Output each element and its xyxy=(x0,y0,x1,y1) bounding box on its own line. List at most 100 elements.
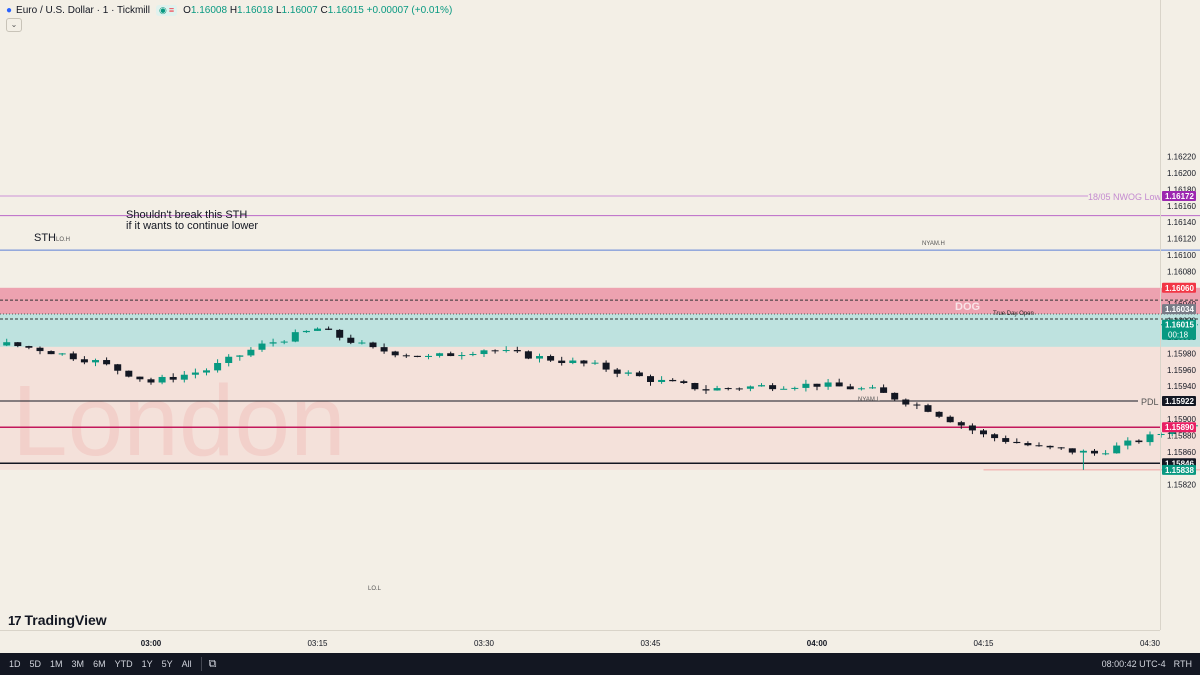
candle-body xyxy=(902,399,910,405)
candle-body xyxy=(369,342,377,348)
ohlc-values: O1.16008 H1.16018 L1.16007 C1.16015 +0.0… xyxy=(183,5,452,16)
equals-icon[interactable]: ≡ xyxy=(168,5,175,15)
eye-icon[interactable]: ◉ xyxy=(158,4,167,15)
candle-body xyxy=(1068,448,1076,453)
range-ytd-button[interactable]: YTD xyxy=(114,659,133,669)
candle-body xyxy=(3,342,11,346)
candle-body xyxy=(25,346,33,348)
candle-body xyxy=(280,341,288,343)
candle-body xyxy=(746,386,754,389)
bottom-toolbar: 1D 5D 1M 3M 6M YTD 1Y 5Y All ⧉ 08:00:42 … xyxy=(0,653,1200,675)
chevron-down-icon[interactable]: ⌄ xyxy=(6,18,22,32)
candle-body xyxy=(258,343,266,350)
candle-body xyxy=(1091,450,1098,454)
candle-body xyxy=(547,356,555,361)
candle-body xyxy=(447,353,455,357)
sth-note-line-1: Shouldn't break this STH xyxy=(126,209,247,221)
lo-low-label: LO.L xyxy=(368,586,382,592)
price-tag[interactable] xyxy=(1162,395,1196,406)
price-tag[interactable] xyxy=(1162,422,1196,433)
low-value: 1.16007 xyxy=(281,4,318,16)
candle-body xyxy=(14,342,22,347)
session-toggle[interactable]: RTH xyxy=(1173,659,1192,669)
price-axis-tick: 1.16180 xyxy=(1167,185,1196,194)
close-value: 1.16015 xyxy=(327,4,364,16)
sth-note-line-2: if it wants to continue lower xyxy=(126,220,258,232)
candle-body xyxy=(458,355,466,357)
time-axis-label: 03:15 xyxy=(307,639,328,648)
candle-body xyxy=(147,379,155,383)
candle-body xyxy=(758,385,765,387)
candle-body xyxy=(136,376,144,380)
sth-zone-box[interactable] xyxy=(0,287,1200,315)
candle-body xyxy=(647,376,654,382)
range-6m-button[interactable]: 6M xyxy=(93,659,106,669)
nyam-high-label: NYAM.H xyxy=(922,241,945,247)
range-1d-button[interactable]: 1D xyxy=(9,659,21,669)
price-axis-tick: 1.15940 xyxy=(1167,382,1196,391)
range-5d-button[interactable]: 5D xyxy=(29,659,42,669)
candle-body xyxy=(1079,450,1087,453)
candle-body xyxy=(1024,443,1032,446)
candle-body xyxy=(691,382,699,390)
candle-body xyxy=(1046,445,1054,448)
price-tag[interactable] xyxy=(1162,319,1196,340)
candle-body xyxy=(1002,438,1010,442)
candle-body xyxy=(680,381,688,383)
price-tag[interactable] xyxy=(1162,190,1196,201)
candle-body xyxy=(502,350,510,352)
candle-body xyxy=(513,350,521,352)
candle-body xyxy=(380,347,388,352)
candle-body xyxy=(835,382,843,387)
price-tag-label: 1.15846 xyxy=(1165,459,1194,468)
candle-body xyxy=(669,379,677,382)
price-axis-tick: 1.15900 xyxy=(1167,415,1196,424)
price-tag[interactable] xyxy=(1162,464,1196,475)
price-tag-label: 1.16172 xyxy=(1165,192,1194,201)
candle-body xyxy=(469,354,477,356)
calendar-range-icon[interactable]: ⧉ xyxy=(208,657,217,670)
range-all-button[interactable]: All xyxy=(181,659,192,669)
candle-body xyxy=(180,374,188,380)
price-axis-border xyxy=(1160,0,1161,630)
candle-body xyxy=(957,422,965,426)
range-1m-button[interactable]: 1M xyxy=(50,659,63,669)
open-value: 1.16008 xyxy=(190,4,228,16)
countdown-label: 00:18 xyxy=(1168,331,1189,340)
pdl-label: PDL xyxy=(1141,397,1159,407)
candle-body xyxy=(203,370,210,373)
price-axis-tick: 1.16080 xyxy=(1167,267,1196,276)
candle-body xyxy=(869,387,876,389)
candle-body xyxy=(658,379,666,382)
true-day-open-label: True Day Open xyxy=(993,311,1034,317)
candle-body xyxy=(791,387,799,389)
candle-body xyxy=(425,355,432,357)
euro-flag-icon: ● xyxy=(6,4,13,16)
candle-body xyxy=(613,369,621,374)
time-axis-label: 04:00 xyxy=(807,639,828,648)
clock-display[interactable]: 08:00:42 UTC-4 xyxy=(1101,659,1166,669)
candle-body xyxy=(36,347,44,352)
dog-label: DOG xyxy=(955,301,980,313)
symbol-title[interactable]: Euro / U.S. Dollar · 1 · Tickmill xyxy=(16,4,150,16)
range-1y-button[interactable]: 1Y xyxy=(141,659,153,669)
candle-body xyxy=(1013,441,1021,444)
candle-body xyxy=(225,356,233,363)
fvg-zone-box[interactable] xyxy=(0,314,1200,347)
price-tag[interactable] xyxy=(1162,304,1196,315)
range-3m-button[interactable]: 3M xyxy=(71,659,85,669)
candle-body xyxy=(291,332,299,342)
candle-body xyxy=(358,342,366,344)
nyam-low-label: NYAM.L xyxy=(858,397,881,403)
time-axis-label: 03:00 xyxy=(141,639,162,648)
tradingview-logo[interactable]: 17 TradingView xyxy=(8,612,107,628)
candle-body xyxy=(1102,453,1110,455)
price-tag[interactable] xyxy=(1162,282,1196,293)
london-session-box[interactable] xyxy=(0,346,1200,470)
candle-body xyxy=(58,353,66,355)
range-5y-button[interactable]: 5Y xyxy=(161,659,173,669)
visibility-badge[interactable]: ◉ ≡ xyxy=(155,4,178,16)
price-axis-tick: 1.16140 xyxy=(1167,218,1196,227)
